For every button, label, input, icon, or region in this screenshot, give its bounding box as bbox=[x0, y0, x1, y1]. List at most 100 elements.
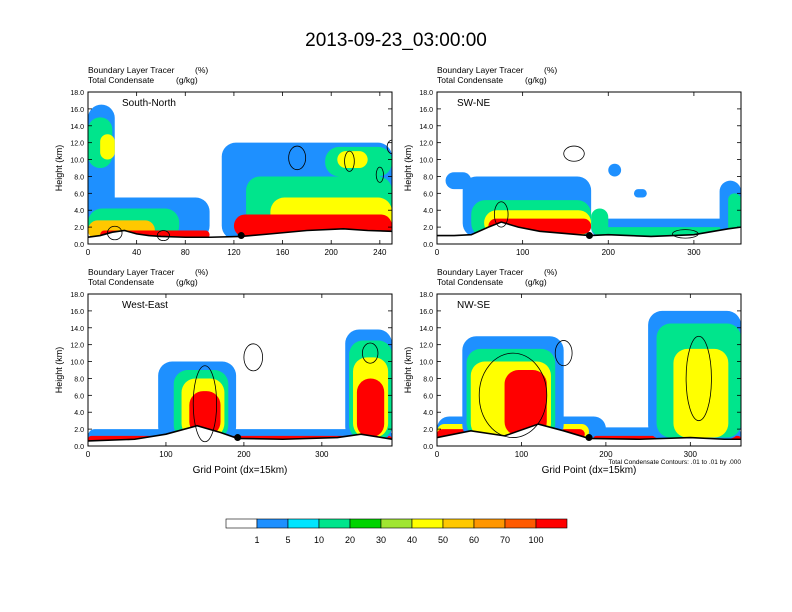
condensate-contour bbox=[156, 230, 170, 242]
panel-2: 0 100 200 300 0.0 2.0 4.0 6.0 8.0 10.0 12.0 14.0 16.… bbox=[403, 65, 742, 257]
panel-title: South-North bbox=[122, 98, 176, 109]
tracer-region bbox=[504, 370, 547, 436]
y-tick-label: 12.0 bbox=[70, 141, 84, 148]
y-tick-label: 0.0 bbox=[74, 444, 84, 451]
terrain-line bbox=[88, 424, 392, 442]
x-tick-label: 0 bbox=[435, 248, 440, 257]
x-tick-label: 0 bbox=[86, 450, 91, 459]
colorbar-label: 40 bbox=[407, 535, 417, 545]
colorbar-label: 10 bbox=[314, 535, 324, 545]
y-tick-label: 4.0 bbox=[74, 410, 84, 417]
colorbar-label: 70 bbox=[500, 535, 510, 545]
colorbar-swatch bbox=[380, 518, 413, 529]
terrain-fill bbox=[88, 425, 392, 446]
y-tick-label: 16.0 bbox=[419, 107, 433, 114]
tracer-region bbox=[100, 134, 115, 160]
colorbar-label: 100 bbox=[528, 535, 543, 545]
tracer-region bbox=[356, 378, 385, 438]
condensate-contour bbox=[672, 229, 699, 239]
y-tick-label: 4.0 bbox=[423, 410, 433, 417]
plot-frame bbox=[87, 293, 393, 447]
location-marker bbox=[234, 434, 242, 442]
y-tick-label: 2.0 bbox=[423, 225, 433, 232]
x-tick-label: 40 bbox=[132, 248, 141, 257]
colorbar-swatch bbox=[411, 518, 444, 529]
data-layer bbox=[88, 329, 392, 446]
tracer-region bbox=[189, 391, 221, 436]
y-tick-label: 14.0 bbox=[419, 326, 433, 333]
condensate-contour bbox=[288, 145, 307, 171]
condensate-contour bbox=[554, 340, 573, 367]
subtitle-tracer: Boundary Layer Tracer bbox=[88, 65, 175, 75]
y-tick-label: 2.0 bbox=[74, 225, 84, 232]
x-tick-label: 300 bbox=[687, 248, 701, 257]
colorbar-swatch bbox=[256, 518, 289, 529]
x-tick-label: 300 bbox=[315, 450, 329, 459]
y-tick-label: 14.0 bbox=[70, 124, 84, 131]
y-tick-label: 6.0 bbox=[74, 393, 84, 400]
colorbar-swatch bbox=[318, 518, 351, 529]
y-tick-label: 12.0 bbox=[419, 343, 433, 350]
x-tick-label: 80 bbox=[181, 248, 190, 257]
y-tick-label: 18.0 bbox=[70, 90, 84, 97]
colorbar-label: 50 bbox=[438, 535, 448, 545]
y-tick-label: 16.0 bbox=[70, 107, 84, 114]
condensate-contour bbox=[375, 166, 384, 183]
terrain-line bbox=[437, 221, 741, 238]
subtitle-condensate: Total Condensate bbox=[437, 277, 503, 287]
condensate-contour bbox=[478, 352, 548, 438]
y-tick-label: 16.0 bbox=[419, 309, 433, 316]
subtitle-condensate: Total Condensate bbox=[437, 75, 503, 85]
condensate-contour bbox=[685, 335, 712, 422]
y-tick-label: 6.0 bbox=[74, 191, 84, 198]
data-layer bbox=[88, 104, 392, 244]
x-tick-label: 200 bbox=[325, 248, 339, 257]
colorbar-label: 5 bbox=[285, 535, 290, 545]
condensate-contour bbox=[344, 150, 355, 172]
y-tick-label: 14.0 bbox=[419, 124, 433, 131]
data-layer bbox=[437, 145, 741, 244]
colorbar-swatch bbox=[349, 518, 382, 529]
y-axis-label: Height (km) bbox=[54, 347, 64, 394]
y-tick-label: 8.0 bbox=[74, 174, 84, 181]
subtitle-condensate: Total Condensate bbox=[88, 75, 154, 85]
y-tick-label: 10.0 bbox=[70, 158, 84, 165]
colorbar-label: 30 bbox=[376, 535, 386, 545]
x-tick-label: 200 bbox=[599, 450, 613, 459]
colorbar-swatch bbox=[287, 518, 320, 529]
y-tick-label: 16.0 bbox=[70, 309, 84, 316]
subtitle-tracer: Boundary Layer Tracer bbox=[437, 267, 524, 277]
tracer-region bbox=[728, 193, 741, 236]
panel-4: 0 100 200 300 0.0 2.0 4.0 6.0 8.0 10.0 12.0 14.0 16.… bbox=[403, 267, 742, 476]
x-tick-label: 100 bbox=[159, 450, 173, 459]
y-tick-label: 2.0 bbox=[423, 427, 433, 434]
y-tick-label: 8.0 bbox=[423, 174, 433, 181]
plot-frame bbox=[436, 91, 742, 245]
subtitle-condensate: Total Condensate bbox=[88, 277, 154, 287]
location-marker bbox=[585, 232, 593, 240]
tracer-region bbox=[445, 172, 472, 190]
y-tick-label: 4.0 bbox=[74, 208, 84, 215]
subtitle-condensate-units: (g/kg) bbox=[525, 277, 547, 287]
plot-frame bbox=[436, 293, 742, 447]
tracer-region bbox=[633, 189, 647, 198]
y-tick-label: 10.0 bbox=[70, 360, 84, 367]
panel-1: 0 40 80 120 160 200 240 0.0 2.0 4.0 6.0 8.0 10.0 12.0… bbox=[54, 65, 393, 257]
terrain-fill bbox=[437, 424, 741, 446]
tracer-region bbox=[673, 348, 729, 438]
terrain-line bbox=[437, 423, 741, 441]
condensate-contour bbox=[107, 225, 123, 241]
colorbar-swatch bbox=[442, 518, 475, 529]
x-tick-label: 200 bbox=[237, 450, 251, 459]
subtitle-tracer: Boundary Layer Tracer bbox=[88, 267, 175, 277]
y-tick-label: 10.0 bbox=[419, 360, 433, 367]
x-tick-label: 200 bbox=[602, 248, 616, 257]
tracer-region bbox=[608, 163, 622, 177]
plot-frame bbox=[87, 91, 393, 245]
y-axis-label: Height (km) bbox=[403, 145, 413, 192]
y-tick-label: 6.0 bbox=[423, 393, 433, 400]
condensate-contour bbox=[493, 201, 509, 228]
x-axis-label: Grid Point (dx=15km) bbox=[193, 465, 288, 476]
y-tick-label: 18.0 bbox=[419, 292, 433, 299]
